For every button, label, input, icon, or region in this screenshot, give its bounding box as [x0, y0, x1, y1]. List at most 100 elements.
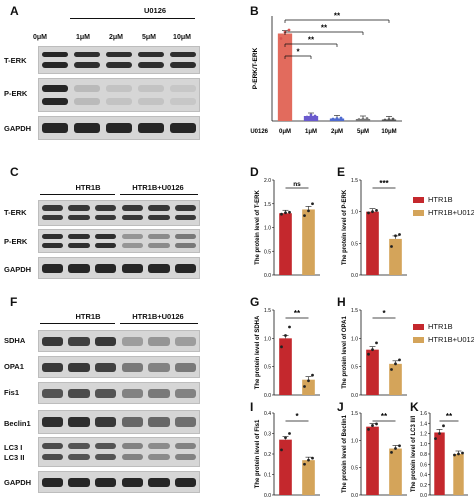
panel-i-point-0-2 [288, 432, 291, 435]
blot-band [170, 123, 196, 133]
blot-band [121, 214, 143, 221]
panel-h-ytick-label-2: 1.0 [351, 336, 358, 342]
panel-a-conc-0: 0μM [32, 34, 47, 41]
panel-k-ytick-label-1: 0.2 [420, 483, 427, 489]
panel-j-ylabel: The protein level of Beclin1 [342, 414, 348, 493]
panel-letter-j: J [337, 400, 344, 414]
panel-d-point-1-0 [303, 214, 306, 218]
panel-j-point-0-1 [371, 424, 374, 427]
blot-band [148, 242, 170, 248]
panel-i-ytick-label-4: 0.4 [264, 411, 271, 417]
blot-band [148, 233, 170, 239]
blot-band [106, 62, 132, 68]
blot-band [138, 51, 164, 58]
panel-i-point-1-1 [307, 458, 310, 462]
panel-a-conc-3: 5μM [141, 34, 156, 41]
blot-band [74, 97, 100, 105]
panel-g-ytick-label-1: 0.5 [264, 365, 271, 371]
panel-a-conc-1: 1μM [75, 34, 90, 41]
panel-a-row-label-terk: T-ERK [4, 56, 27, 65]
panel-f-row-label-lc3-i: LC3 I [4, 443, 23, 452]
blot-band [175, 233, 197, 239]
panel-i-ytick-label-3: 0.3 [264, 432, 271, 438]
panel-k-bar-1 [453, 454, 464, 495]
panel-d-ylabel: The protein level of T-ERK [255, 190, 261, 265]
panel-f-strip-opa1 [38, 356, 200, 378]
blot-band [121, 242, 143, 248]
panel-g-point-0-0 [280, 345, 283, 349]
blot-band [170, 51, 196, 58]
panel-k-point-0-0 [434, 437, 437, 441]
blot-band [95, 454, 117, 461]
blot-band [175, 205, 197, 211]
panel-e-point-1-2 [398, 233, 401, 236]
panel-c-group-line-2 [120, 194, 198, 195]
panel-b-point-4-1 [387, 118, 391, 121]
panel-e-sig-label: *** [379, 179, 389, 188]
panel-f-row-label-fis1: Fis1 [4, 388, 20, 397]
blot-band [95, 214, 117, 221]
panel-e-point-0-1 [371, 210, 374, 214]
blot-band [148, 205, 170, 211]
panel-e-point-1-0 [390, 245, 393, 248]
panel-b-point-2-0 [331, 117, 335, 121]
panel-j-bar-1 [389, 448, 402, 495]
panel-g-ytick-label-0: 0.0 [264, 393, 271, 399]
panel-a-strip-perk [38, 78, 200, 112]
panel-b-point-3-2 [365, 117, 369, 120]
panel-e-bar-0 [366, 211, 379, 275]
blot-band [68, 443, 90, 450]
panel-c-strip-terk [38, 200, 200, 226]
panel-i-bar-1 [302, 460, 315, 495]
panel-h-point-1-2 [398, 358, 401, 362]
blot-band [138, 84, 164, 92]
panel-a-header-line [70, 18, 195, 19]
blot-band [106, 123, 132, 133]
panel-g-point-1-0 [303, 385, 306, 388]
legend-ef: HTR1B HTR1B+U0126 [413, 195, 474, 221]
blot-band [68, 214, 90, 221]
panel-f-group-line-1 [40, 323, 115, 324]
panel-k-point-0-2 [442, 424, 445, 428]
panel-j-ytick-label-0: 0.0 [351, 493, 358, 499]
panel-b-xtick-0: 0μM [279, 129, 291, 135]
panel-j-point-0-2 [375, 422, 378, 426]
legend-item-2: HTR1B+U0126 [413, 208, 474, 217]
panel-g-bar-0 [279, 338, 292, 395]
panel-e-bar-1 [389, 238, 402, 275]
legend-item-1: HTR1B [413, 195, 474, 204]
panel-f-group-line-2 [120, 323, 198, 324]
blot-band [42, 62, 68, 68]
blot-band [121, 417, 143, 427]
panel-c-row-label-perk: P-ERK [4, 237, 28, 246]
panel-h-ytick-label-1: 0.5 [351, 365, 358, 371]
panel-k-ytick-label-8: 1.6 [420, 411, 427, 417]
blot-band [121, 388, 143, 398]
blot-band [175, 362, 197, 372]
panel-f-strip-sdha [38, 330, 200, 352]
blot-band [41, 417, 63, 427]
blot-band [170, 62, 196, 68]
panel-f-strip-gapdh [38, 471, 200, 493]
panel-k-ytick-label-2: 0.4 [420, 473, 427, 479]
panel-e-ytick-label-2: 1.0 [351, 210, 358, 216]
panel-b-point-1-0 [305, 115, 309, 119]
panel-i-point-1-2 [311, 456, 314, 460]
panel-b-point-1-1 [309, 113, 313, 117]
panel-c-row-label-terk: T-ERK [4, 208, 27, 217]
panel-letter-h: H [337, 295, 346, 309]
blot-band [41, 477, 63, 487]
blot-band [175, 454, 197, 461]
panel-c-strip-gapdh [38, 257, 200, 279]
blot-band [148, 214, 170, 221]
blot-band [148, 362, 170, 372]
panel-f-row-label-gapdh: GAPDH [4, 478, 32, 487]
blot-band [121, 443, 143, 450]
panel-d-bar-1 [302, 209, 315, 275]
panel-j-ytick-label-3: 1.5 [351, 411, 358, 417]
blot-band [68, 388, 90, 398]
panel-b-xtick-2: 2μM [331, 129, 343, 135]
panel-letter-i: I [250, 400, 254, 414]
panel-h-ytick-label-3: 1.5 [351, 308, 358, 314]
blot-band [138, 97, 164, 105]
